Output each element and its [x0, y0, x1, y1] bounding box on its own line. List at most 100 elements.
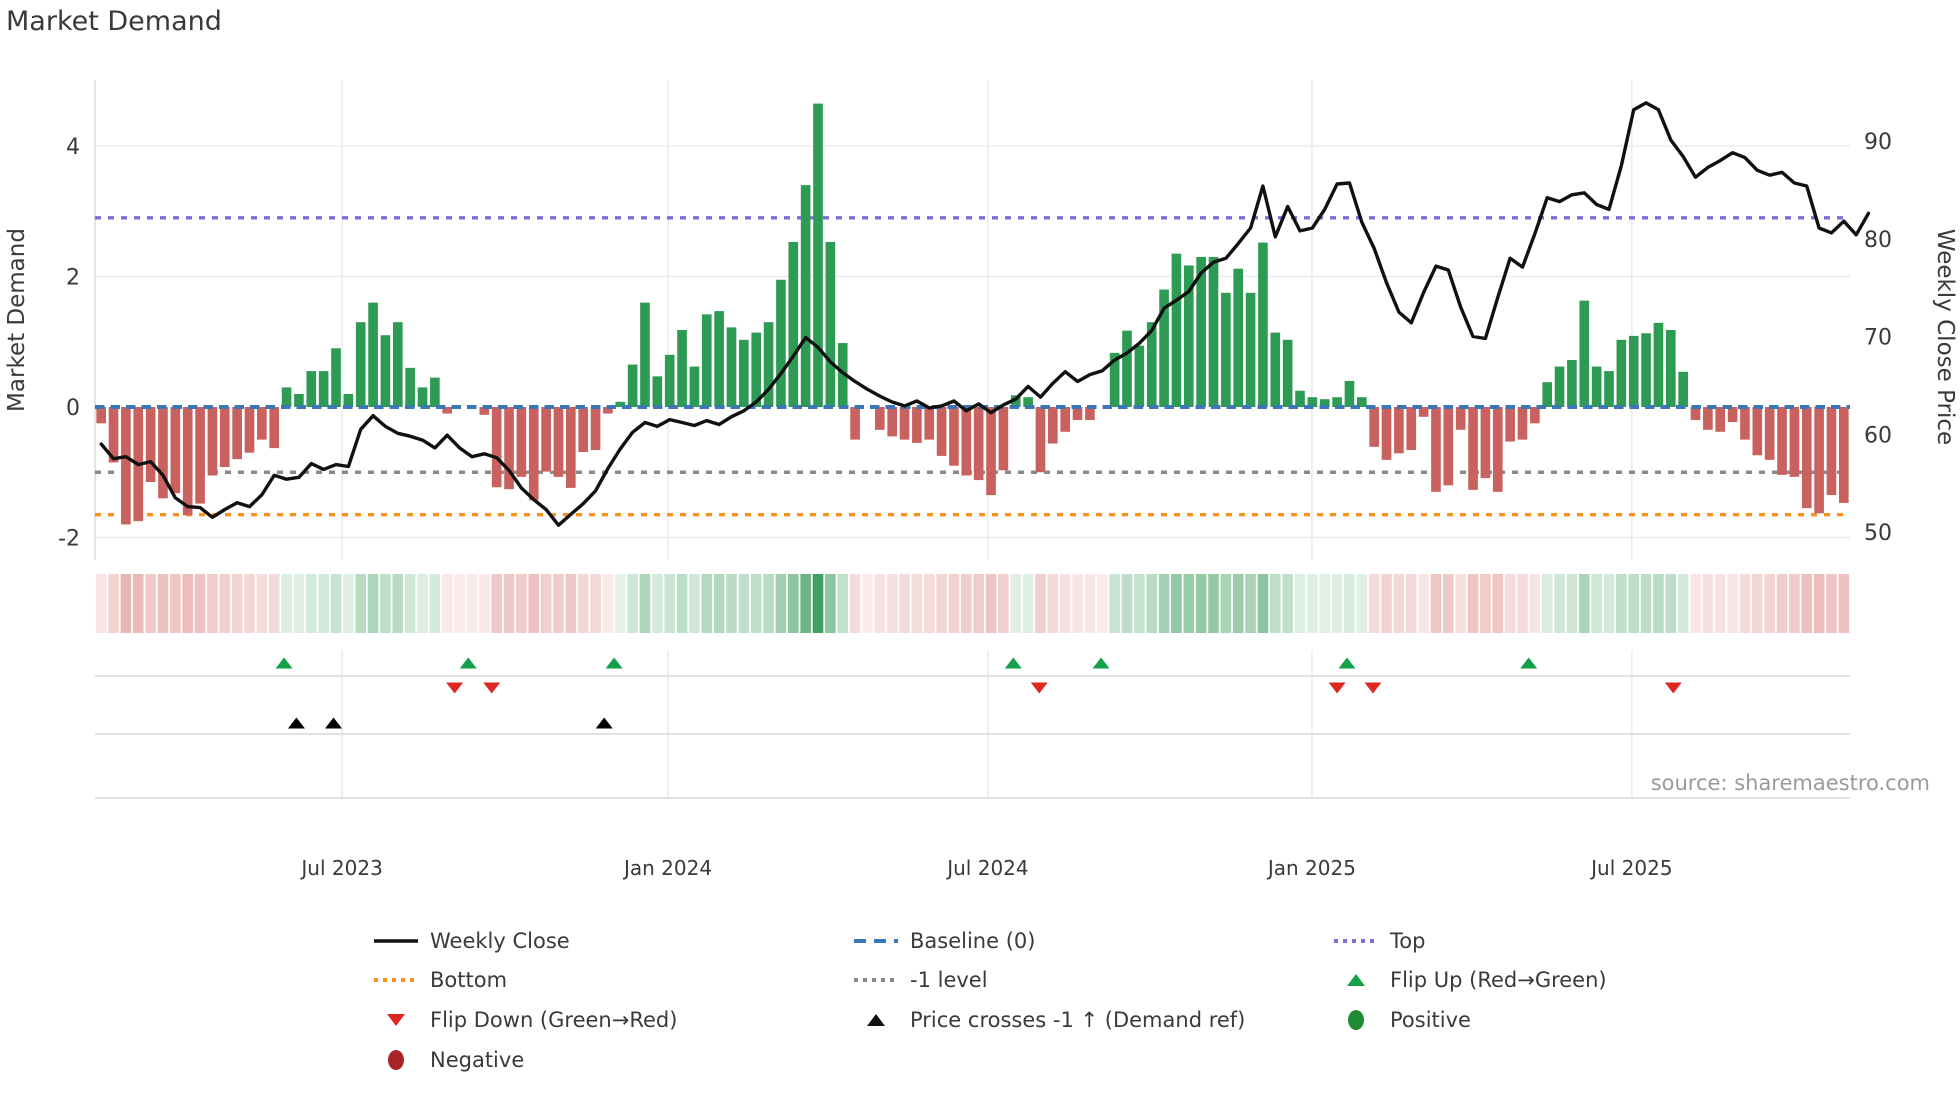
demand-bar-positive — [1307, 397, 1318, 407]
heatmap-cell — [1727, 574, 1738, 633]
demand-bar-positive — [306, 371, 317, 407]
demand-bar-negative — [1085, 407, 1095, 421]
demand-bar-positive — [701, 314, 712, 407]
flip-up-marker — [275, 657, 293, 669]
heatmap-cell — [1158, 574, 1170, 633]
heatmap-cell — [429, 574, 441, 633]
heatmap-cell — [1146, 574, 1158, 633]
demand-bar-positive — [1023, 397, 1033, 407]
heatmap-cell — [1504, 574, 1516, 633]
demand-bar-negative — [479, 407, 490, 415]
heatmap-cell — [1677, 574, 1689, 633]
demand-bar-positive — [739, 339, 749, 407]
flip-down-marker — [1030, 682, 1048, 694]
demand-bar-positive — [1628, 335, 1639, 407]
demand-bar-negative — [936, 407, 947, 456]
heatmap-cell — [1529, 574, 1541, 633]
heatmap-cell — [1789, 574, 1800, 633]
demand-bar-positive — [1134, 345, 1145, 407]
demand-bar-positive — [1665, 330, 1676, 407]
x-axis-tick: Jul 2025 — [1589, 856, 1672, 880]
heatmap-cell — [182, 574, 194, 633]
heatmap-cell — [1517, 574, 1528, 633]
demand-bar-positive — [776, 279, 786, 407]
demand-bar-positive — [430, 377, 440, 407]
heatmap-cell — [1356, 574, 1368, 633]
flip-down-marker — [1364, 682, 1382, 694]
demand-bar-positive — [1159, 289, 1169, 407]
demand-bar-positive — [751, 332, 762, 407]
demand-bar-negative — [1492, 407, 1503, 492]
heatmap-cell — [1764, 574, 1775, 633]
heatmap-cell — [281, 574, 292, 633]
demand-bar-negative — [1431, 407, 1441, 492]
demand-bar-negative — [887, 407, 897, 437]
demand-bar-negative — [1443, 407, 1454, 486]
left-axis-tick: 4 — [66, 135, 80, 160]
demand-bar-negative — [1839, 407, 1849, 503]
right-axis-tick: 70 — [1864, 326, 1892, 351]
heatmap-cell — [1195, 574, 1207, 633]
heatmap-cell — [1208, 574, 1219, 633]
heatmap-cell — [1467, 574, 1479, 633]
demand-bar-negative — [541, 407, 551, 472]
heatmap-cell — [120, 574, 132, 633]
heatmap-cell — [1183, 574, 1195, 633]
demand-bar-positive — [1332, 397, 1342, 407]
demand-bar-positive — [281, 387, 292, 407]
heatmap-cell — [1072, 574, 1083, 633]
heatmap-cell — [145, 574, 156, 633]
demand-bar-positive — [788, 241, 799, 407]
demand-bar-positive — [664, 354, 675, 407]
demand-bar-positive — [714, 311, 724, 407]
demand-bar-positive — [627, 364, 638, 407]
price-cross-marker — [325, 717, 343, 729]
heatmap-cell — [1109, 574, 1120, 633]
heatmap-cell — [689, 574, 700, 633]
heatmap-cell — [355, 574, 367, 633]
heatmap-cell — [1418, 574, 1429, 633]
heatmap-cell — [862, 574, 873, 633]
heatmap-cell — [528, 574, 540, 633]
heatmap-cell — [577, 574, 589, 633]
left-axis-tick: 0 — [66, 396, 80, 421]
heatmap-cell — [1257, 574, 1269, 633]
demand-bar-negative — [1727, 407, 1738, 423]
heatmap-cell — [837, 574, 849, 633]
demand-bar-positive — [1109, 352, 1120, 407]
flip-up-marker — [1004, 657, 1022, 669]
demand-bar-negative — [158, 407, 168, 499]
source-attribution: source: sharemaestro.com — [1650, 771, 1930, 795]
demand-bar-negative — [1468, 407, 1478, 490]
demand-bar-negative — [973, 407, 984, 481]
heatmap-cell — [207, 574, 218, 633]
heatmap-cell — [1393, 574, 1405, 633]
demand-bar-positive — [1678, 371, 1688, 407]
heatmap-cell — [1690, 574, 1701, 633]
heatmap-cell — [343, 574, 354, 633]
demand-bar-positive — [1591, 366, 1602, 407]
demand-bar-positive — [294, 393, 304, 407]
heatmap-cell — [1480, 574, 1491, 633]
heatmap-cell — [936, 574, 947, 633]
demand-bar-positive — [1122, 330, 1132, 407]
x-axis-tick: Jan 2024 — [622, 856, 712, 880]
demand-bar-positive — [640, 302, 650, 407]
flip-down-marker — [1664, 682, 1682, 694]
heatmap-cell — [1282, 574, 1293, 633]
demand-bar-negative — [603, 407, 613, 414]
demand-bar-negative — [1072, 407, 1083, 421]
left-axis-tick: 2 — [66, 266, 80, 291]
flip-up-marker — [1338, 657, 1356, 669]
heatmap-cell — [614, 574, 626, 633]
demand-bar-negative — [1715, 407, 1726, 432]
heatmap-cell — [417, 574, 428, 633]
heatmap-cell — [1022, 574, 1034, 633]
demand-bar-negative — [1035, 407, 1046, 473]
demand-bar-negative — [232, 407, 242, 460]
demand-bar-positive — [405, 367, 415, 407]
demand-bar-positive — [1245, 292, 1256, 407]
heatmap-cell — [1381, 574, 1392, 633]
price-cross-marker — [287, 717, 305, 729]
